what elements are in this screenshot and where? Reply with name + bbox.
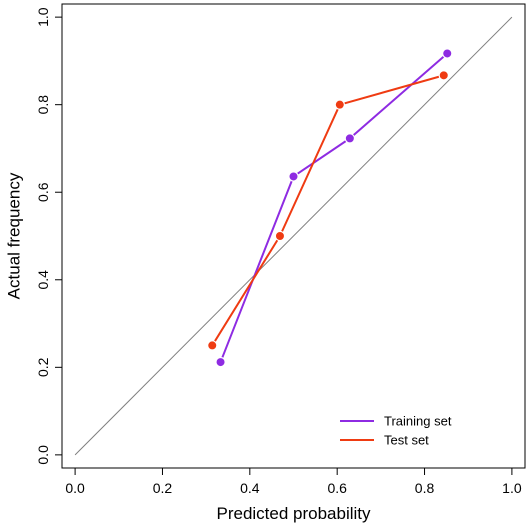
x-tick-label: 1.0 — [502, 480, 522, 496]
x-tick-label: 0.6 — [327, 480, 347, 496]
y-tick-label: 0.8 — [35, 95, 51, 115]
y-tick-label: 0.6 — [35, 182, 51, 202]
data-point-training-set — [344, 133, 356, 144]
y-tick-label: 0.4 — [35, 270, 51, 290]
x-tick-label: 0.2 — [153, 480, 173, 496]
data-point-training-set — [442, 48, 453, 59]
y-axis-title: Actual frequency — [5, 172, 24, 299]
data-point-test-set — [334, 99, 345, 110]
x-axis: 0.0 0.2 0.4 0.6 0.8 1.0 — [65, 467, 522, 496]
series-layer — [207, 48, 453, 368]
reference-line-layer — [74, 16, 513, 456]
data-point-test-set — [438, 70, 449, 81]
data-point-test-set — [274, 230, 286, 242]
x-tick-label: 0.0 — [65, 480, 85, 496]
data-point-training-set — [288, 171, 299, 182]
y-tick-label: 0.2 — [35, 357, 51, 377]
y-tick-label: 0.0 — [35, 445, 51, 465]
data-point-training-set — [215, 356, 226, 368]
x-tick-label: 0.4 — [240, 480, 260, 496]
legend-label-training-set: Training set — [384, 414, 452, 429]
series-line-test-set — [211, 74, 445, 346]
x-axis-title: Predicted probability — [216, 504, 371, 523]
reference-diagonal-line — [74, 16, 513, 456]
series-line-training-set — [219, 52, 448, 363]
x-tick-label: 0.8 — [415, 480, 435, 496]
legend-label-test-set: Test set — [384, 433, 429, 448]
data-point-test-set — [207, 340, 218, 351]
legend: Training set Test set — [340, 414, 452, 448]
y-tick-label: 1.0 — [35, 7, 51, 27]
y-axis: 0.0 0.2 0.4 0.6 0.8 1.0 — [35, 7, 63, 465]
